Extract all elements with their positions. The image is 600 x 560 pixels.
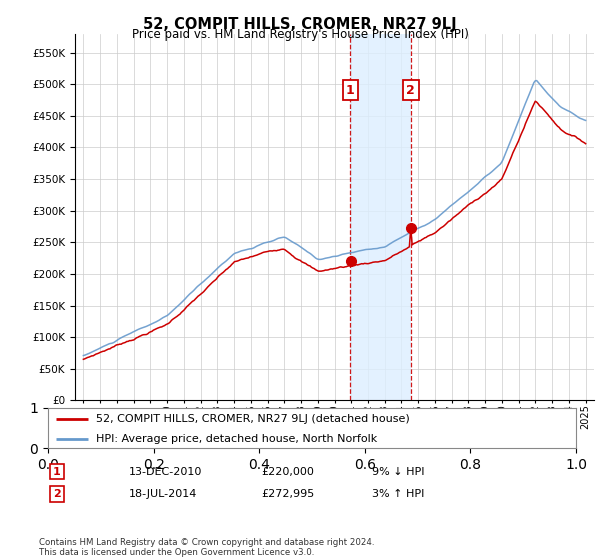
Text: 2: 2 xyxy=(53,489,61,499)
Text: £220,000: £220,000 xyxy=(261,466,314,477)
Text: 1: 1 xyxy=(346,84,355,97)
Text: HPI: Average price, detached house, North Norfolk: HPI: Average price, detached house, Nort… xyxy=(95,434,377,444)
Text: 52, COMPIT HILLS, CROMER, NR27 9LJ (detached house): 52, COMPIT HILLS, CROMER, NR27 9LJ (deta… xyxy=(95,414,409,424)
Text: 13-DEC-2010: 13-DEC-2010 xyxy=(129,466,202,477)
Text: 18-JUL-2014: 18-JUL-2014 xyxy=(129,489,197,499)
Text: Contains HM Land Registry data © Crown copyright and database right 2024.
This d: Contains HM Land Registry data © Crown c… xyxy=(39,538,374,557)
Text: 3% ↑ HPI: 3% ↑ HPI xyxy=(372,489,424,499)
Text: 1: 1 xyxy=(53,466,61,477)
Text: 9% ↓ HPI: 9% ↓ HPI xyxy=(372,466,425,477)
Text: Price paid vs. HM Land Registry's House Price Index (HPI): Price paid vs. HM Land Registry's House … xyxy=(131,28,469,41)
Bar xyxy=(350,34,410,400)
Text: 52, COMPIT HILLS, CROMER, NR27 9LJ: 52, COMPIT HILLS, CROMER, NR27 9LJ xyxy=(143,17,457,32)
Text: £272,995: £272,995 xyxy=(261,489,314,499)
Text: 2: 2 xyxy=(406,84,415,97)
